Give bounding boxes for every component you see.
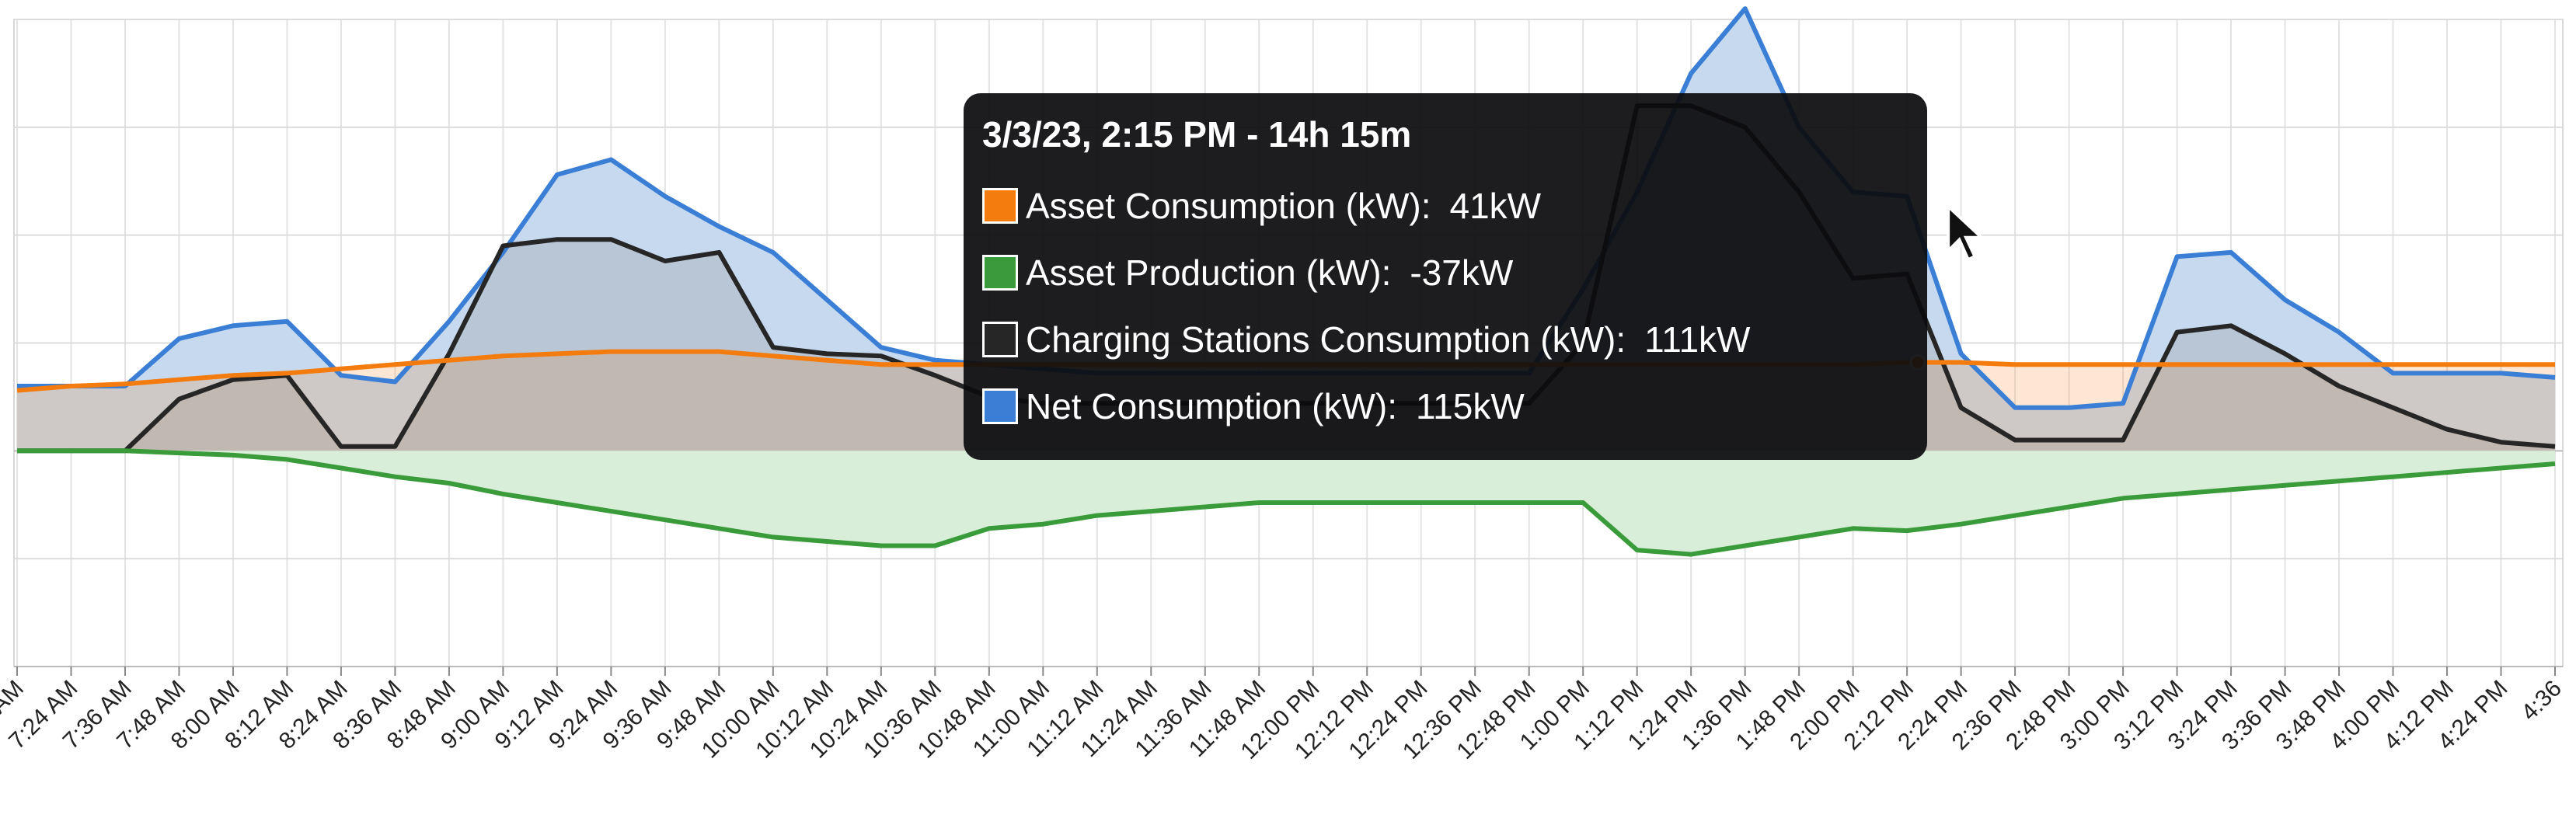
chart-tooltip: 3/3/23, 2:15 PM - 14h 15m Asset Consumpt…: [964, 93, 1927, 460]
tooltip-title: 3/3/23, 2:15 PM - 14h 15m: [982, 114, 1412, 155]
x-tick-label: 4:36: [2516, 676, 2567, 726]
legend-swatch: [982, 322, 1018, 357]
tooltip-series-value: 111kW: [1644, 319, 1751, 360]
legend-swatch: [982, 388, 1018, 424]
mouse-pointer-icon: [1947, 203, 1986, 263]
tooltip-series-value: -37kW: [1410, 252, 1514, 293]
legend-swatch: [982, 255, 1018, 291]
legend-swatch: [982, 188, 1018, 224]
tooltip-row-asset-consumption: Asset Consumption (kW): 41kW: [982, 172, 1908, 239]
x-tick-label: AM: [0, 676, 29, 719]
tooltip-series-label: Net Consumption (kW):: [1026, 386, 1398, 426]
tooltip-series-value: 41kW: [1449, 186, 1542, 226]
tooltip-row-asset-production: Asset Production (kW): -37kW: [982, 239, 1908, 306]
tooltip-series-value: 115kW: [1416, 386, 1525, 426]
tooltip-series-label: Asset Consumption (kW):: [1026, 186, 1431, 226]
tooltip-row-net-consumption: Net Consumption (kW): 115kW: [982, 373, 1908, 440]
tooltip-series-label: Asset Production (kW):: [1026, 252, 1392, 293]
asset-production-line: [17, 448, 2556, 557]
tooltip-row-charging-stations: Charging Stations Consumption (kW): 111k…: [982, 306, 1908, 373]
x-axis: AM7:24 AM7:36 AM7:48 AM8:00 AM8:12 AM8:2…: [0, 666, 2567, 764]
tooltip-series-label: Charging Stations Consumption (kW):: [1026, 319, 1626, 360]
